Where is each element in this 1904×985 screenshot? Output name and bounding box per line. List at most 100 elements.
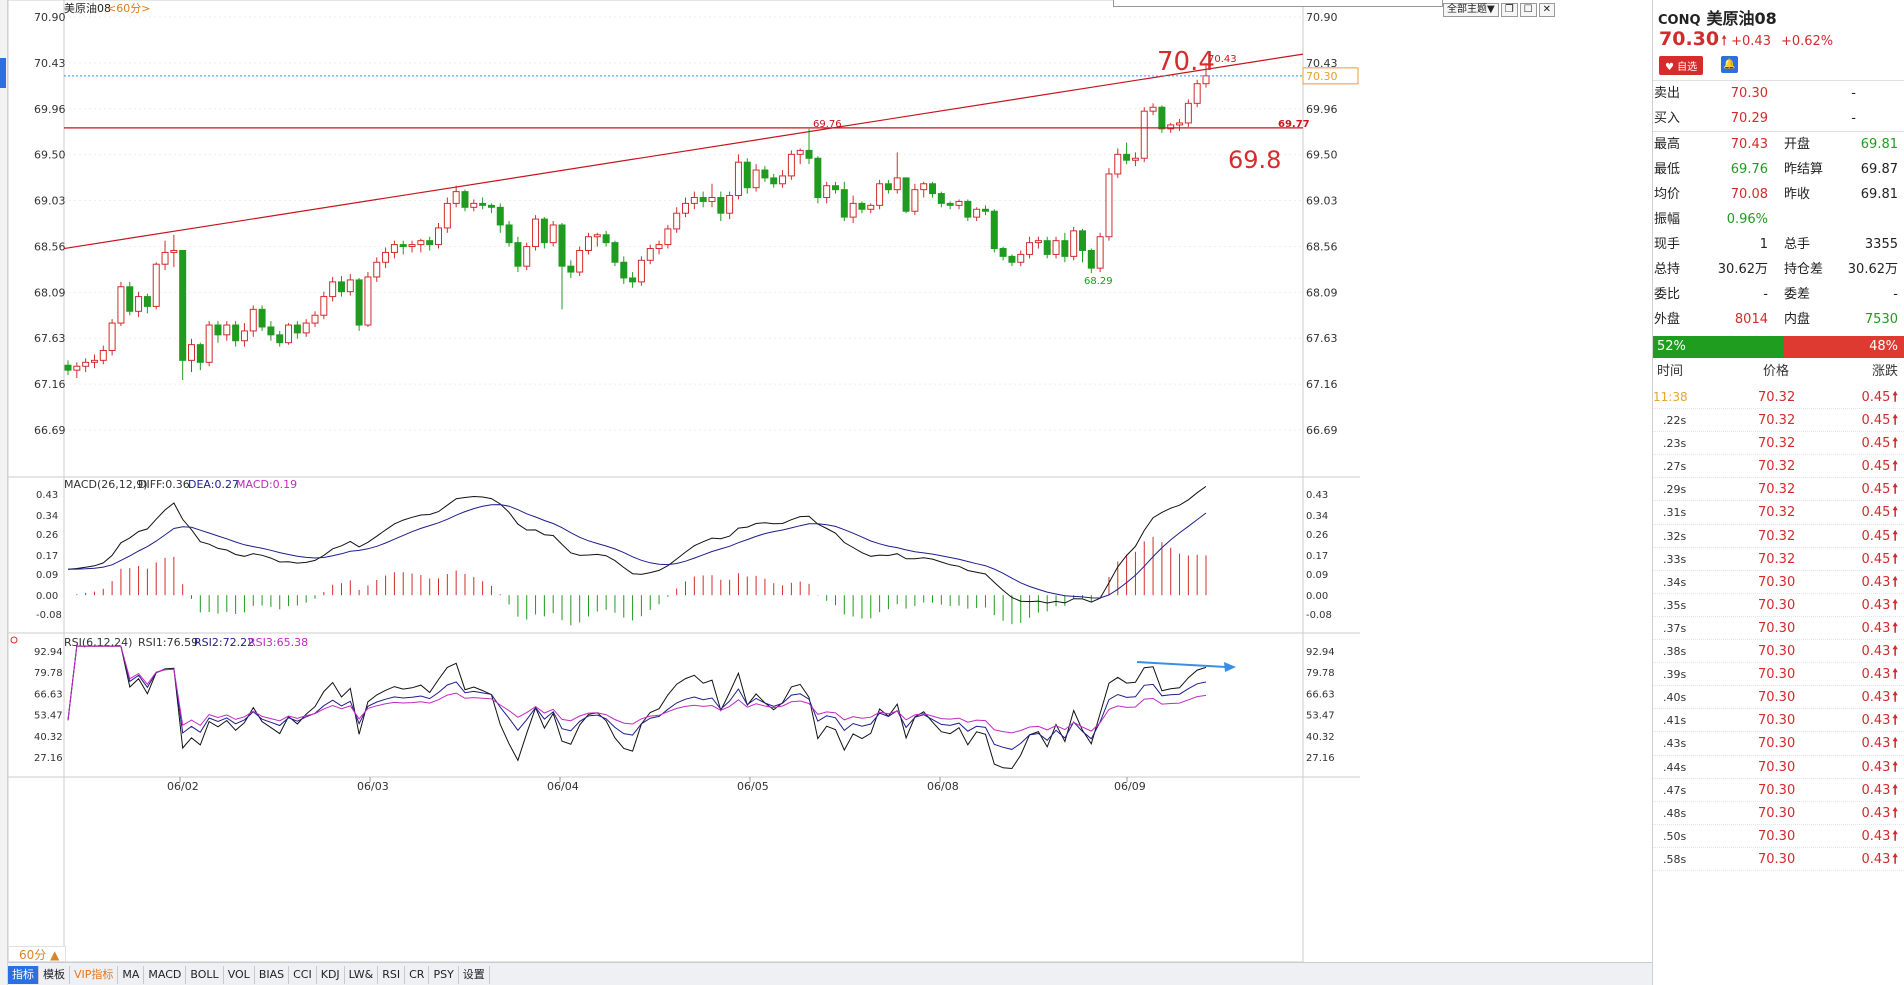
date-label: 06/02 — [167, 780, 199, 793]
candle-body — [946, 202, 954, 206]
toolbar-item-rsi[interactable]: RSI — [378, 966, 406, 984]
current-price-marker-box — [1302, 67, 1359, 85]
candle-body — [188, 344, 196, 361]
up-arrow-icon: 🠕 — [1892, 644, 1898, 660]
tick-change: 0.45 🠕 — [1861, 478, 1898, 501]
stat-row: 最低 69.76 昨结算 69.87 — [1653, 157, 1904, 182]
buy-volume: - — [1851, 111, 1856, 126]
sell-volume: - — [1851, 86, 1856, 101]
tick-change-value: 0.45 — [1861, 459, 1891, 475]
top-search-box[interactable] — [1113, 0, 1443, 7]
stat-v1: 8014 — [1734, 312, 1768, 327]
stat-row: 委比 - 委差 - — [1653, 282, 1904, 307]
candle-body — [426, 240, 434, 246]
candle-body — [884, 183, 892, 191]
rsi-tick-left: 40.32 — [34, 732, 63, 743]
restore-icon[interactable]: ❐ — [1500, 3, 1518, 17]
toolbar-item-ma[interactable]: MA — [118, 966, 145, 984]
tick-change-value: 0.43 — [1861, 574, 1891, 590]
stat-l1: 均价 — [1654, 187, 1681, 202]
candle-body — [461, 191, 469, 208]
up-arrow-icon: 🠕 — [1721, 33, 1728, 49]
candle-body — [1034, 240, 1042, 244]
candle-body — [214, 324, 222, 336]
toolbar-item-cci[interactable]: CCI — [289, 966, 317, 984]
candle-body — [223, 324, 231, 336]
macd-diff-label: DIFF:0.36 — [138, 478, 190, 491]
close-icon[interactable]: ✕ — [1538, 3, 1556, 17]
candle-body — [1026, 242, 1034, 255]
theme-select-button[interactable]: 全部主题▼ — [1443, 3, 1499, 17]
tick-time: .43s — [1663, 737, 1687, 751]
candle-body — [329, 281, 337, 298]
candle-body — [99, 350, 107, 361]
toolbar-item-指标[interactable]: 指标 — [8, 966, 39, 984]
period-select-button[interactable]: 60分 ▲ — [8, 946, 66, 962]
candle-body — [770, 177, 778, 185]
toolbar-item-设置[interactable]: 设置 — [459, 966, 490, 984]
tick-time: .58s — [1663, 852, 1687, 866]
candle-body — [558, 224, 566, 267]
candle-body — [532, 218, 540, 248]
macd-header: MACD(26,12,9) — [64, 478, 148, 491]
tick-change: 0.45 🠕 — [1861, 432, 1898, 455]
candle-body — [1096, 236, 1104, 269]
tick-change: 0.43 🠕 — [1861, 709, 1898, 732]
date-label: 06/09 — [1114, 780, 1146, 793]
price-tick-left: 67.16 — [34, 378, 66, 391]
up-arrow-icon: 🠕 — [1892, 690, 1898, 706]
candle-body — [955, 200, 963, 206]
toolbar-item-kdj[interactable]: KDJ — [317, 966, 345, 984]
buy-label: 买入 — [1654, 111, 1681, 126]
toolbar-item-psy[interactable]: PSY — [429, 966, 459, 984]
tick-row: .48s 70.30 0.43 🠕 — [1653, 802, 1904, 825]
stat-v1: - — [1763, 287, 1768, 302]
tick-list[interactable]: 11:38 70.32 0.45 🠕 .22s 70.32 0.45 🠕 .23s 70.32 0.… — [1653, 386, 1904, 871]
toolbar-item-模板[interactable]: 模板 — [39, 966, 70, 984]
stat-l1: 总持 — [1654, 262, 1681, 277]
rsi-tick-left: 27.16 — [34, 753, 63, 764]
toolbar-item-bias[interactable]: BIAS — [255, 966, 290, 984]
quote-stats: 最高 70.43 开盘 69.81 最低 69.76 昨结算 69.87 均价 70.08 昨收 69… — [1653, 132, 1904, 332]
stat-v2: 30.62万 — [1847, 262, 1898, 277]
tick-time: .39s — [1663, 668, 1687, 682]
kline-chart-area[interactable]: 70.90 70.90 70.43 70.43 69.96 69.96 69.50 69.50… — [0, 0, 1652, 962]
candle-body — [1131, 157, 1139, 161]
candle-body — [629, 277, 637, 283]
macd-tick-left: 0.34 — [36, 511, 58, 522]
macd-tick-right: 0.17 — [1306, 551, 1328, 562]
candle-body — [90, 359, 98, 363]
macd-diff-line — [67, 485, 1207, 604]
rsi2-line — [67, 645, 1207, 750]
tick-price: 70.32 — [1758, 482, 1796, 498]
candle-body — [373, 261, 381, 278]
chart-symbol-title: 美原油08 — [64, 1, 111, 15]
main-chart-controls: 全部主题▼ ❐ ☐ ✕ — [1443, 3, 1557, 17]
toolbar-item-vol[interactable]: VOL — [224, 966, 255, 984]
add-favorite-button[interactable]: ♥ 自选 — [1659, 56, 1704, 75]
left-strip-active-tab[interactable] — [0, 58, 6, 88]
toolbar-item-macd[interactable]: MACD — [144, 966, 187, 984]
stat-l2: 昨收 — [1784, 187, 1811, 202]
maximize-icon[interactable]: ☐ — [1519, 3, 1537, 17]
macd-histogram — [76, 536, 1207, 626]
bell-icon[interactable]: 🔔 — [1721, 56, 1739, 73]
candle-body — [602, 234, 610, 244]
toolbar-item-vip指标[interactable]: VIP指标 — [70, 966, 119, 984]
toolbar-item-boll[interactable]: BOLL — [186, 966, 224, 984]
up-arrow-icon: 🠕 — [1892, 528, 1898, 544]
sell-label: 卖出 — [1654, 86, 1681, 101]
rsi-tick-right: 92.94 — [1306, 647, 1335, 658]
tick-time: .33s — [1663, 552, 1687, 566]
candle-body — [346, 279, 354, 293]
rsi2-label: RSI2:72.22 — [194, 636, 254, 649]
favorite-label: 自选 — [1677, 62, 1698, 73]
toolbar-item-cr[interactable]: CR — [405, 966, 430, 984]
toolbar-item-lw&[interactable]: LW& — [345, 966, 379, 984]
buy-sell-ratio-bar: 52% 48% — [1653, 336, 1904, 358]
stat-row: 外盘 8014 内盘 7530 — [1653, 307, 1904, 332]
macd-tick-left: 0.17 — [36, 551, 58, 562]
rsi1-line — [67, 645, 1207, 770]
candle-body — [1167, 124, 1175, 130]
candle-body — [893, 177, 901, 191]
